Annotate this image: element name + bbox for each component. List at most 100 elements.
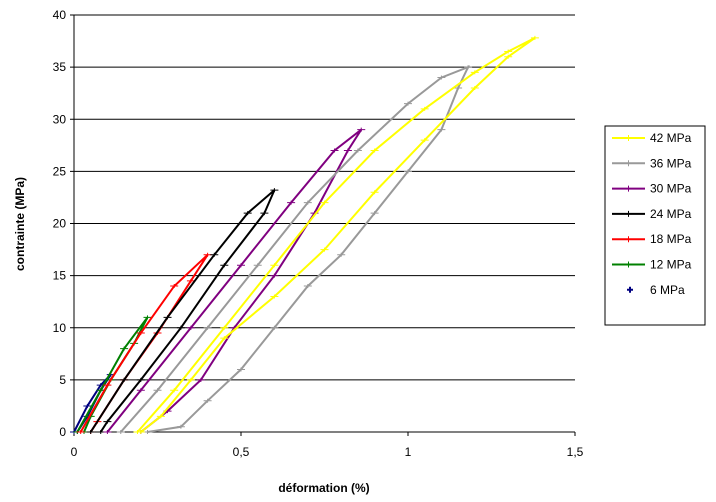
x-tick-label: 1,5 [567,445,584,459]
data-point [120,346,129,351]
x-ticks: 0 0,5 1 1,5 [71,432,584,459]
data-point [437,75,446,80]
data-point [237,263,245,268]
y-tick-label: 25 [53,164,67,178]
data-point [303,200,312,205]
data-point [370,211,379,216]
y-tick-label: 15 [53,269,67,283]
data-point [357,127,366,132]
data-point [530,35,539,40]
data-point [370,148,379,153]
x-tick-label: 0 [71,445,78,459]
series-36-mpa [116,65,473,434]
legend-label: 30 MPa [650,182,692,196]
data-point [143,430,152,434]
x-tick-label: 1 [405,445,412,459]
legend-item: 12 MPa [612,258,692,272]
data-point [270,273,279,278]
gridlines [74,14,575,381]
data-point [420,106,429,111]
series-line [89,189,276,433]
data-point [220,336,229,341]
legend-box [604,125,706,326]
x-axis-title: déformation (%) [278,481,369,495]
data-point [210,252,219,257]
y-axis-title: contrainte (MPa) [13,177,27,271]
y-tick-label: 5 [59,373,66,387]
data-point [404,169,412,174]
data-point [170,284,179,289]
legend-item: 24 MPa [612,207,692,221]
data-point [504,49,513,54]
series-30-mpa [103,127,366,434]
data-point [303,284,312,289]
data-point [196,377,205,382]
data-point [454,85,463,90]
data-point [220,263,229,268]
legend-label: 24 MPa [650,207,692,221]
data-point [470,85,479,90]
data-point [504,54,513,59]
data-point [103,383,112,388]
data-point [243,211,252,216]
data-point [320,247,329,252]
series-line [136,37,536,433]
data-point [186,325,195,330]
data-point [83,403,92,408]
data-point [136,330,145,335]
data-point [103,430,112,434]
y-tick-label: 10 [53,321,67,335]
data-point [136,388,145,393]
legend-item: 42 MPa [612,131,692,145]
data-point [176,424,185,429]
data-point [153,388,162,393]
data-point [163,315,172,320]
legend-item: 30 MPa [612,182,692,196]
data-point [237,367,245,372]
data-point [270,263,279,268]
series-layer [70,35,539,434]
series-line [120,65,471,433]
data-point [270,188,279,193]
data-point [337,252,346,257]
legend-label: 18 MPa [650,232,692,246]
legend-label: 12 MPa [650,258,692,272]
data-point [103,419,112,424]
series-42-mpa [133,35,539,434]
data-point [420,138,429,143]
data-point [287,200,296,205]
data-point [470,70,479,75]
data-point [404,101,412,106]
data-point [270,294,279,299]
data-point [353,148,362,153]
data-point [96,430,105,434]
y-tick-label: 40 [53,8,67,22]
data-point [330,148,339,153]
data-point [464,65,473,70]
data-point [120,377,129,382]
legend-label: 36 MPa [650,156,692,170]
data-point [156,414,165,419]
data-point [86,430,95,434]
data-point [320,200,329,205]
data-point [203,252,212,257]
y-tick-label: 35 [53,60,67,74]
legend: 42 MPa 36 MPa 30 MPa 24 MPa 18 MPa 12 MPa 6 MP… [604,125,706,326]
y-ticks: 0 5 10 15 20 25 30 35 40 [53,8,74,439]
legend-label: 6 MPa [650,283,685,297]
data-point [220,325,229,330]
data-point [270,325,279,330]
legend-item: 18 MPa [612,232,692,246]
legend-item: 6 MPa [627,283,685,297]
data-point [370,190,379,195]
data-point [136,377,145,382]
data-point [437,127,446,132]
data-point [116,430,125,434]
legend-item: 36 MPa [612,156,692,170]
data-point [176,325,185,330]
data-point [260,211,269,216]
y-tick-label: 30 [53,112,67,126]
data-point [203,325,212,330]
y-tick-label: 0 [59,425,66,439]
data-point [170,388,179,393]
